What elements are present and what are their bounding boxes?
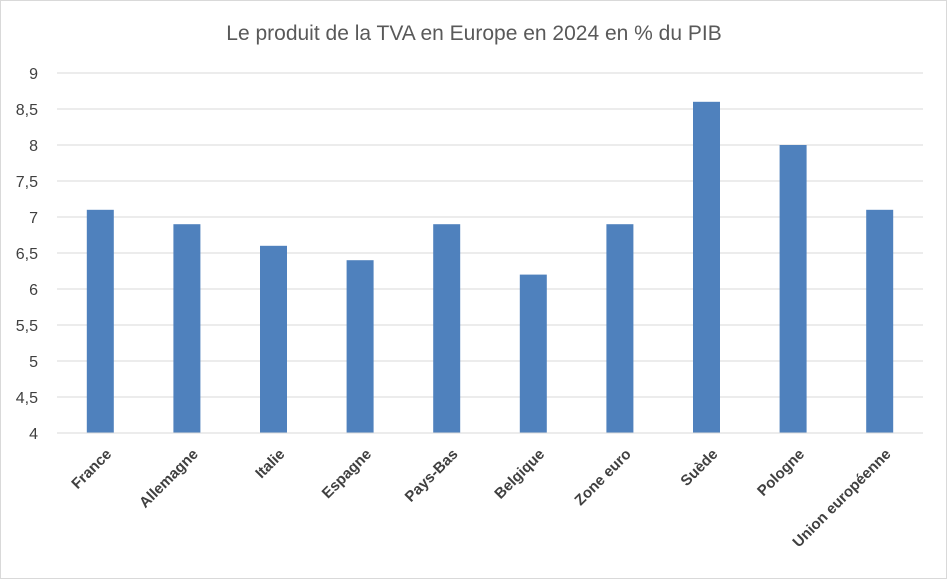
x-tick-label: Espagne [319,446,375,502]
y-tick-label: 7,5 [16,174,38,191]
y-tick-label: 5,5 [16,318,38,335]
bar [346,260,374,433]
bar [866,209,894,433]
x-tick-label: Union européenne [789,446,894,551]
x-tick-label: Suède [677,446,721,490]
x-tick-label: France [68,446,115,493]
x-tick-label: Pologne [754,446,808,500]
y-tick-label: 8,5 [16,102,38,119]
bar [260,245,287,433]
y-tick-label: 6 [29,282,38,299]
bar [693,101,720,434]
x-tick-label: Allemagne [136,446,202,512]
bar [779,145,807,433]
bar [86,209,114,433]
bar [606,224,634,433]
y-tick-label: 5 [29,354,38,371]
y-tick-label: 8 [29,138,38,155]
bar [519,274,547,433]
x-tick-label: Belgique [491,446,548,503]
y-axis-ticks: 4 4,5 5 5,5 6 6,5 7 7,5 8 8,5 9 [16,66,38,443]
x-tick-label: Zone euro [571,446,634,509]
y-tick-label: 7 [29,210,38,227]
x-axis-labels: France Allemagne Italie Espagne Pays-Bas Belg… [68,446,894,551]
y-tick-label: 4 [29,426,38,443]
y-tick-label: 4,5 [16,390,38,407]
y-tick-label: 9 [29,66,38,83]
gridlines [57,72,923,398]
x-tick-label: Pays-Bas [402,446,462,506]
bar [173,224,201,433]
x-tick-label: Italie [252,446,288,482]
bars [86,101,894,434]
bar [433,224,461,433]
chart-title: Le produit de la TVA en Europe en 2024 e… [226,22,721,45]
y-tick-label: 6,5 [16,246,38,263]
